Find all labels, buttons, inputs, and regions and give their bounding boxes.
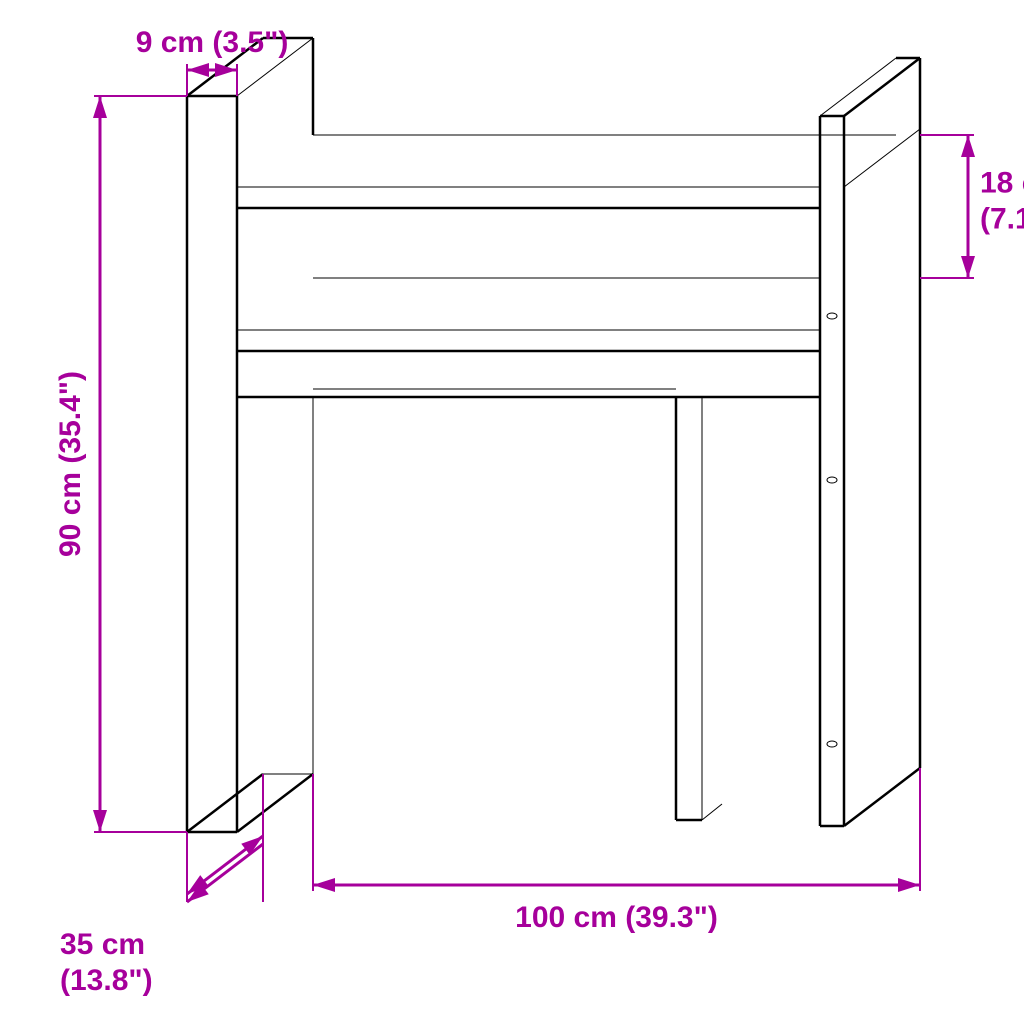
svg-text:18 cm: 18 cm — [980, 167, 1024, 200]
svg-text:100 cm (39.3"): 100 cm (39.3") — [515, 901, 718, 934]
svg-text:35 cm: 35 cm — [60, 928, 145, 961]
svg-text:(13.8"): (13.8") — [60, 964, 153, 997]
svg-text:9 cm (3.5"): 9 cm (3.5") — [136, 26, 289, 59]
svg-text:90 cm (35.4"): 90 cm (35.4") — [54, 371, 87, 557]
svg-text:(7.1"): (7.1") — [980, 203, 1024, 236]
